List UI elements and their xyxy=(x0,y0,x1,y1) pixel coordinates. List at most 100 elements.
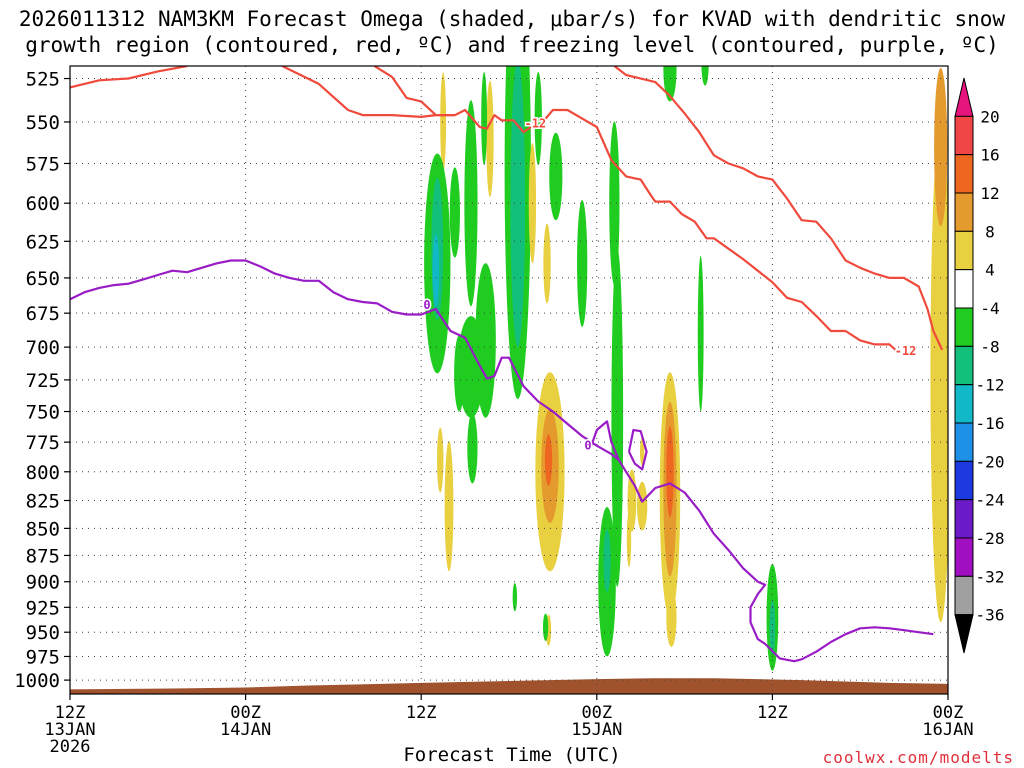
omega-region xyxy=(467,412,478,484)
freezing-level-line xyxy=(627,428,648,471)
y-tick-label: 750 xyxy=(26,402,60,424)
colorbar-swatch xyxy=(954,154,974,194)
contour-lines: -12 -12 0 0 xyxy=(70,66,944,663)
x-tick-label: 12Z xyxy=(757,703,788,723)
omega-region xyxy=(637,481,648,531)
colorbar-swatch xyxy=(954,269,974,309)
y-tick-label: 725 xyxy=(26,370,60,392)
dgz-contour-line xyxy=(613,66,944,351)
dgz-contour-line xyxy=(70,66,188,89)
omega-region xyxy=(973,44,982,234)
x-tick-label: 12Z xyxy=(55,703,86,723)
omega-region xyxy=(464,100,478,307)
omega-region xyxy=(542,613,549,642)
contour-label: 0 xyxy=(584,439,591,453)
colorbar-swatch xyxy=(954,575,974,616)
x-tick-label: 00Z xyxy=(581,703,612,723)
omega-region xyxy=(486,80,494,197)
y-tick-label: 525 xyxy=(26,69,60,91)
y-tick-label: 625 xyxy=(26,231,60,253)
y-tick-label: 875 xyxy=(26,545,60,567)
x-tick-label: 12Z xyxy=(406,703,437,723)
colorbar-legend: 20 16 12 8 4 -4 -8 -12 -16 -20 -24 -28 -32 -36 xyxy=(954,77,1005,654)
colorbar-swatch xyxy=(954,307,974,347)
terrain-area xyxy=(70,678,948,694)
colorbar-label: 4 xyxy=(985,261,995,280)
y-tick-label: 900 xyxy=(26,572,60,594)
omega-region xyxy=(549,132,563,221)
chart-title-line1: 2026011312 NAM3KM Forecast Omega (shaded… xyxy=(18,7,1006,31)
omega-region xyxy=(454,335,465,412)
contour-label: -12 xyxy=(895,344,917,358)
x-tick-label: 14JAN xyxy=(220,720,271,740)
x-tick-label: 00Z xyxy=(933,703,964,723)
y-tick-label: 800 xyxy=(26,462,60,484)
omega-region xyxy=(666,587,677,647)
colorbar-label: -8 xyxy=(980,337,999,356)
colorbar-bottom-arrow xyxy=(954,614,974,654)
x-tick-label: 15JAN xyxy=(571,720,622,740)
dgz-contour-line xyxy=(373,66,454,117)
colorbar-swatch xyxy=(954,460,974,501)
omega-region xyxy=(697,255,704,412)
omega-region xyxy=(543,223,551,304)
omega-region xyxy=(701,66,709,86)
colorbar-label: 20 xyxy=(980,107,999,126)
colorbar-label: -12 xyxy=(976,376,1005,395)
omega-region xyxy=(475,263,496,418)
dgz-contour-line xyxy=(541,108,898,352)
omega-region xyxy=(544,434,553,486)
colorbar-swatch xyxy=(954,422,974,462)
dgz-contour-line xyxy=(281,66,532,134)
omega-region xyxy=(626,511,632,568)
omega-region xyxy=(769,600,776,655)
colorbar-label: -32 xyxy=(976,567,1005,586)
colorbar-label: -16 xyxy=(976,414,1005,433)
omega-region xyxy=(934,67,948,227)
colorbar-swatch xyxy=(954,115,974,156)
y-axis: 525 550 575 600 625 650 675 700 725 750 775 800 825 8… xyxy=(14,69,70,692)
omega-region xyxy=(577,200,588,327)
omega-region xyxy=(449,167,460,258)
y-tick-label: 850 xyxy=(26,518,60,540)
colorbar-label: 16 xyxy=(980,146,999,165)
omega-region xyxy=(510,66,526,348)
contour-label: -12 xyxy=(524,117,546,131)
colorbar-label: 12 xyxy=(980,184,999,203)
y-tick-label: 650 xyxy=(26,268,60,290)
colorbar-swatch xyxy=(954,384,974,424)
colorbar-label: -20 xyxy=(976,452,1005,471)
y-tick-label: 975 xyxy=(26,646,60,668)
freezing-level-line xyxy=(589,420,620,461)
y-tick-label: 925 xyxy=(26,597,60,619)
x-tick-label: 2026 xyxy=(50,737,91,757)
omega-region xyxy=(534,72,542,166)
y-tick-label: 675 xyxy=(26,303,60,325)
omega-region xyxy=(603,529,611,593)
y-tick-label: 1000 xyxy=(14,670,60,692)
colorbar-label: -24 xyxy=(976,491,1005,510)
omega-region xyxy=(444,440,454,572)
y-tick-label: 600 xyxy=(26,193,60,215)
colorbar-top-arrow xyxy=(954,77,974,117)
colorbar-label: -36 xyxy=(976,606,1005,625)
omega-region xyxy=(611,248,624,587)
colorbar-swatch xyxy=(954,499,974,539)
omega-region xyxy=(666,426,674,518)
omega-region xyxy=(512,582,518,612)
source-credit: coolwx.com/modelts xyxy=(822,748,1014,767)
colorbar-label: 8 xyxy=(985,222,995,241)
y-tick-label: 550 xyxy=(26,112,60,134)
contour-label: 0 xyxy=(423,298,430,312)
freezing-level-line xyxy=(70,259,934,663)
omega-region xyxy=(930,124,948,623)
chart-grid xyxy=(69,66,949,694)
omega-region xyxy=(481,72,488,166)
omega-region xyxy=(440,72,447,172)
colorbar-swatch xyxy=(954,345,974,386)
x-tick-label: 16JAN xyxy=(922,720,973,740)
colorbar-swatch xyxy=(954,230,974,271)
y-tick-label: 775 xyxy=(26,432,60,454)
